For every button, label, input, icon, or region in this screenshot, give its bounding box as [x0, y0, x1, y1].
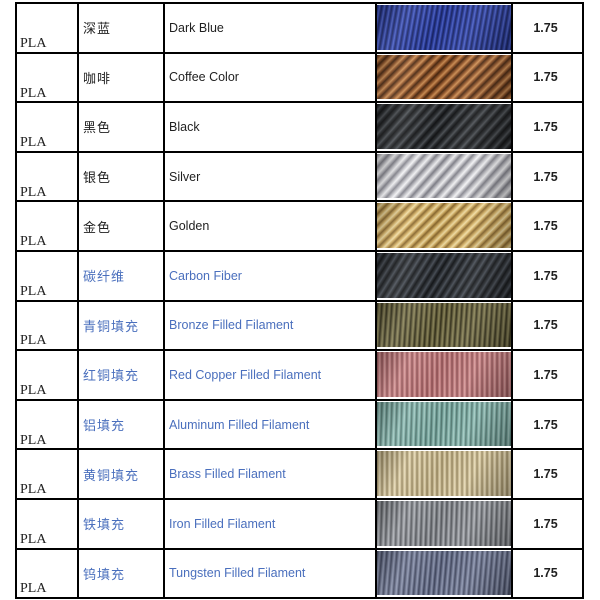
material-cell: PLA [17, 400, 79, 449]
table-row: PLA 铝填充 Aluminum Filled Filament 1.75 [17, 400, 582, 451]
filament-photo-cell [377, 499, 513, 548]
material-cell: PLA [17, 202, 79, 250]
filament-photo-cell [377, 549, 513, 598]
color-name-en-cell: Bronze Filled Filament [165, 301, 377, 350]
filament-photo-cell [377, 103, 513, 151]
filament-photo-cell [377, 400, 513, 449]
filament-photo-cell [377, 4, 513, 52]
material-cell: PLA [17, 53, 79, 102]
diameter-cell: 1.75 [513, 400, 578, 449]
tungsten-filled-filament-photo [377, 550, 511, 596]
color-name-en-cell: Iron Filled Filament [165, 499, 377, 548]
filament-photo-cell [377, 152, 513, 201]
material-cell: PLA [17, 351, 79, 399]
silver-filament-photo [377, 153, 511, 199]
material-cell: PLA [17, 301, 79, 350]
iron-filled-filament-photo [377, 500, 511, 546]
color-name-zh-cell: 铁填充 [79, 499, 165, 548]
filament-photo-cell [377, 301, 513, 350]
aluminum-filled-filament-photo [377, 401, 511, 447]
table-row: PLA 青铜填充 Bronze Filled Filament 1.75 [17, 301, 582, 352]
color-name-en-cell: Dark Blue [165, 4, 377, 52]
table-row: PLA 深蓝 Dark Blue 1.75 [17, 4, 582, 54]
golden-filament-photo [377, 203, 511, 248]
red-copper-filled-filament-photo [377, 352, 511, 397]
table-row: PLA 金色 Golden 1.75 [17, 202, 582, 252]
filament-table: PLA 深蓝 Dark Blue 1.75 PLA 咖啡 Coffee Color 1.75 P… [15, 2, 584, 600]
material-cell: PLA [17, 450, 79, 498]
filament-photo-cell [377, 53, 513, 102]
color-name-en-cell: Red Copper Filled Filament [165, 351, 377, 399]
color-name-zh-cell: 红铜填充 [79, 351, 165, 399]
diameter-cell: 1.75 [513, 103, 578, 151]
color-name-zh-cell: 铝填充 [79, 400, 165, 449]
color-name-en-cell: Carbon Fiber [165, 251, 377, 300]
table-row: PLA 银色 Silver 1.75 [17, 152, 582, 203]
color-name-en-cell: Tungsten Filled Filament [165, 549, 377, 598]
table-row: PLA 黑色 Black 1.75 [17, 103, 582, 153]
diameter-cell: 1.75 [513, 4, 578, 52]
color-name-zh-cell: 银色 [79, 152, 165, 201]
filament-photo-cell [377, 202, 513, 250]
diameter-cell: 1.75 [513, 499, 578, 548]
brass-filled-filament-photo [377, 451, 511, 496]
carbon-fiber-filament-photo [377, 252, 511, 298]
color-name-zh-cell: 深蓝 [79, 4, 165, 52]
material-cell: PLA [17, 549, 79, 598]
coffee-filament-photo [377, 54, 511, 100]
table-row: PLA 碳纤维 Carbon Fiber 1.75 [17, 251, 582, 302]
diameter-cell: 1.75 [513, 251, 578, 300]
color-name-zh-cell: 金色 [79, 202, 165, 250]
material-cell: PLA [17, 103, 79, 151]
diameter-cell: 1.75 [513, 53, 578, 102]
table-row: PLA 铁填充 Iron Filled Filament 1.75 [17, 499, 582, 550]
material-cell: PLA [17, 251, 79, 300]
diameter-cell: 1.75 [513, 549, 578, 598]
diameter-cell: 1.75 [513, 450, 578, 498]
dark-blue-filament-photo [377, 5, 511, 50]
color-name-en-cell: Black [165, 103, 377, 151]
material-cell: PLA [17, 4, 79, 52]
table-row: PLA 红铜填充 Red Copper Filled Filament 1.75 [17, 351, 582, 401]
color-name-zh-cell: 钨填充 [79, 549, 165, 598]
diameter-cell: 1.75 [513, 202, 578, 250]
material-cell: PLA [17, 152, 79, 201]
bronze-filled-filament-photo [377, 302, 511, 348]
color-name-en-cell: Brass Filled Filament [165, 450, 377, 498]
table-row: PLA 黄铜填充 Brass Filled Filament 1.75 [17, 450, 582, 500]
diameter-cell: 1.75 [513, 301, 578, 350]
color-name-en-cell: Coffee Color [165, 53, 377, 102]
filament-photo-cell [377, 351, 513, 399]
color-name-zh-cell: 黄铜填充 [79, 450, 165, 498]
color-name-en-cell: Aluminum Filled Filament [165, 400, 377, 449]
color-name-zh-cell: 黑色 [79, 103, 165, 151]
color-name-en-cell: Silver [165, 152, 377, 201]
table-row: PLA 钨填充 Tungsten Filled Filament 1.75 [17, 549, 582, 598]
color-name-zh-cell: 咖啡 [79, 53, 165, 102]
diameter-cell: 1.75 [513, 351, 578, 399]
diameter-cell: 1.75 [513, 152, 578, 201]
color-name-en-cell: Golden [165, 202, 377, 250]
table-row: PLA 咖啡 Coffee Color 1.75 [17, 53, 582, 104]
filament-photo-cell [377, 251, 513, 300]
material-cell: PLA [17, 499, 79, 548]
color-name-zh-cell: 青铜填充 [79, 301, 165, 350]
filament-photo-cell [377, 450, 513, 498]
color-name-zh-cell: 碳纤维 [79, 251, 165, 300]
black-filament-photo [377, 104, 511, 149]
